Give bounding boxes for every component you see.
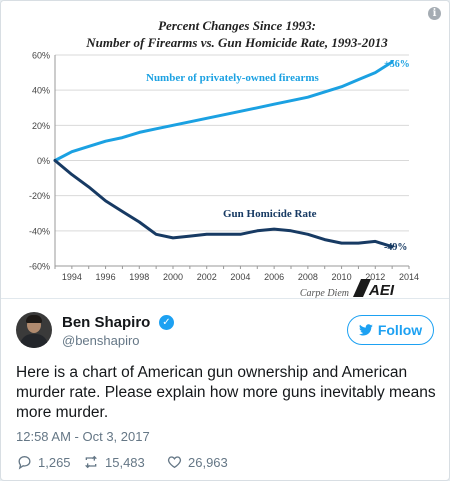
series-label-homicide: Gun Homicide Rate	[223, 208, 317, 220]
y-tick-label: 60%	[32, 51, 50, 61]
x-tick-label: 2004	[230, 272, 250, 282]
chart-subtitle: Number of Firearms vs. Gun Homicide Rate…	[85, 35, 388, 50]
x-tick-label: 1994	[62, 272, 82, 282]
tweet-header: Ben Shapiro ✓ @benshapiro Follow	[16, 312, 436, 352]
twitter-bird-icon	[358, 324, 373, 336]
reply-action[interactable]: 1,265	[16, 454, 71, 470]
chart-source: Carpe Diem	[300, 288, 349, 298]
series-line-firearms	[53, 60, 394, 162]
y-tick-label: -60%	[29, 262, 50, 272]
retweet-action[interactable]: 15,483	[82, 454, 145, 470]
x-tick-label: 2008	[298, 272, 318, 282]
y-axis: 60% 40% 20% 0% -20% -40% -60%	[29, 51, 50, 272]
y-tick-label: -20%	[29, 191, 50, 201]
x-tick-label: 1998	[129, 272, 149, 282]
x-tick-label: 2002	[197, 272, 217, 282]
x-tick-label: 2014	[399, 272, 419, 282]
line-chart: Percent Changes Since 1993: Number of Fi…	[29, 18, 419, 298]
x-tick-label: 2012	[365, 272, 385, 282]
info-icon[interactable]: i	[428, 7, 441, 20]
x-tick-label: 2000	[163, 272, 183, 282]
series-line-homicide	[53, 159, 394, 249]
x-tick-label: 2010	[332, 272, 352, 282]
end-label-firearms: +56%	[384, 59, 410, 70]
y-tick-label: -40%	[29, 226, 50, 236]
avatar[interactable]	[16, 312, 52, 348]
y-tick-label: 20%	[32, 121, 50, 131]
follow-button[interactable]: Follow	[347, 315, 434, 345]
y-tick-label: 0%	[37, 156, 50, 166]
chart-series	[53, 60, 394, 249]
reply-icon	[18, 455, 31, 470]
reply-count: 1,265	[38, 454, 71, 470]
retweet-icon	[85, 455, 97, 469]
tweet-actions: 1,265 15,483 26,963	[16, 454, 436, 472]
x-axis: 1994 1996 1998 2000 2002 2004 2006 2008 2010 2012…	[54, 266, 419, 282]
verified-badge-icon: ✓	[159, 315, 174, 330]
aei-logo-text: AEI	[368, 282, 395, 298]
aei-logo: AEI	[353, 279, 395, 298]
y-tick-label: 40%	[32, 86, 50, 96]
like-action[interactable]: 26,963	[166, 454, 228, 470]
x-tick-label: 1996	[96, 272, 116, 282]
heart-icon	[167, 456, 182, 469]
chart-image[interactable]: Percent Changes Since 1993: Number of Fi…	[1, 1, 449, 299]
tweet-timestamp[interactable]: 12:58 AM - Oct 3, 2017	[16, 429, 150, 444]
x-tick-label: 2006	[264, 272, 284, 282]
retweet-count: 15,483	[105, 454, 145, 470]
chart-grid	[54, 54, 409, 267]
end-label-homicide: -49%	[384, 242, 407, 253]
author-name[interactable]: Ben Shapiro	[62, 314, 151, 331]
tweet-text: Here is a chart of American gun ownershi…	[16, 364, 436, 421]
like-count: 26,963	[188, 454, 228, 470]
series-label-firearms: Number of privately-owned firearms	[146, 72, 320, 84]
author-handle[interactable]: @benshapiro	[62, 333, 140, 348]
chart-title: Percent Changes Since 1993:	[158, 18, 316, 33]
follow-label: Follow	[377, 322, 423, 338]
